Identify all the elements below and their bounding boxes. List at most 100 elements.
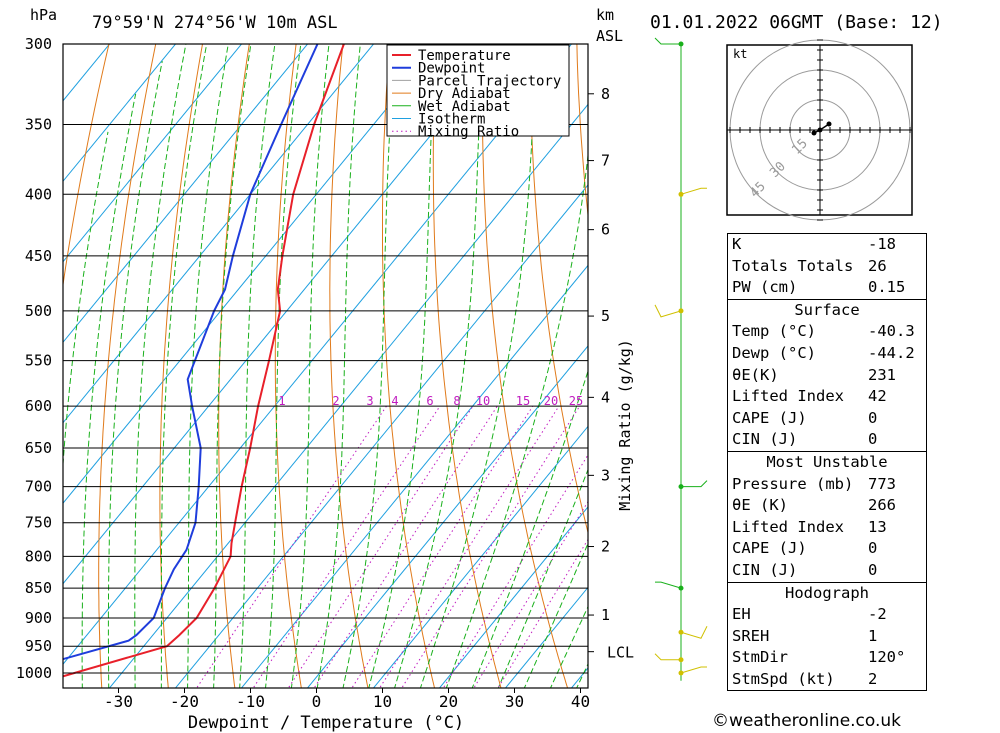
dry-adiabat-line — [218, 44, 250, 688]
isotherm-line — [438, 506, 588, 688]
isotherm-line — [63, 44, 441, 505]
isotherm-line — [174, 184, 588, 688]
pressure-tick-label: 900 — [25, 609, 52, 627]
surface-indices: Surface Temp (°C) -40.3 Dewp (°C) -44.2 θE(K… — [727, 298, 927, 451]
surface-index-label: CIN (J) — [732, 430, 798, 449]
most-unstable-index-row: CAPE (J) 0 — [728, 538, 926, 560]
most-unstable-index-row: Pressure (mb) 773 — [728, 474, 926, 496]
pressure-tick-label: 750 — [25, 514, 52, 532]
general-index-value: -18 — [868, 235, 896, 253]
dewpoint-line — [63, 44, 319, 661]
km-tick-label: 7 — [601, 152, 610, 170]
general-index-label: Totals Totals — [732, 256, 854, 275]
mixing-ratio-label: 20 — [544, 394, 558, 408]
most-unstable-index-row: θE (K) 266 — [728, 495, 926, 517]
dry-adiabat-line — [989, 8, 1000, 699]
legend-entry: Isotherm — [418, 112, 485, 128]
surface-index-row: Temp (°C) -40.3 — [728, 321, 926, 343]
temp-tick-label: 10 — [373, 692, 392, 711]
wet-adiabat-line — [134, 44, 187, 688]
most-unstable-index-value: 13 — [868, 517, 887, 536]
legend-entry: Parcel Trajectory — [418, 73, 561, 89]
hodograph-index-row: StmDir 120° — [728, 647, 926, 669]
temp-tick-label: -10 — [236, 692, 265, 711]
mixing-ratio-line — [401, 405, 581, 688]
mixing-ratio-line — [379, 405, 560, 688]
wet-adiabat-line — [368, 44, 437, 688]
surface-index-row: θE(K) 231 — [728, 365, 926, 387]
legend-entry: Mixing Ratio — [418, 124, 519, 140]
dry-adiabat-line — [943, 8, 1000, 699]
surface-index-label: Lifted Index — [732, 387, 844, 406]
general-index-row: Totals Totals 26 — [728, 256, 926, 278]
general-index-row: PW (cm) 0.15 — [728, 277, 926, 299]
mixing-ratio-label: 15 — [516, 394, 530, 408]
most-unstable-index-label: θE (K) — [732, 496, 788, 515]
wet-adiabat-line — [290, 44, 330, 688]
wet-adiabat-line — [213, 44, 252, 688]
hodograph-indices: Hodograph EH -2 SREH 1 StmDir 120° StmSpd (kt)… — [727, 581, 927, 692]
km-tick-label: 5 — [601, 307, 610, 325]
isotherm-line — [240, 264, 588, 688]
general-index-label: PW (cm) — [732, 278, 798, 297]
isotherm-line — [63, 44, 177, 183]
mixing-ratio-line — [313, 405, 498, 688]
km-tick-label: 6 — [601, 221, 610, 239]
most-unstable-index-row: Lifted Index 13 — [728, 517, 926, 539]
wind-barb — [654, 37, 681, 45]
dry-adiabat-line — [329, 44, 369, 688]
wind-barb — [680, 666, 707, 674]
surface-index-value: -40.3 — [868, 322, 915, 341]
hodograph-point — [811, 130, 817, 136]
dry-adiabat-line — [274, 44, 302, 688]
wet-adiabat-line — [160, 44, 208, 688]
pressure-tick-label: 400 — [25, 185, 52, 203]
temp-tick-label: 0 — [312, 692, 322, 711]
x-axis-label: Dewpoint / Temperature (°C) — [188, 713, 464, 733]
dry-adiabat-line — [576, 44, 588, 220]
hodograph-index-label: EH — [732, 605, 751, 624]
lcl-label: LCL — [607, 644, 634, 662]
pressure-tick-label: 300 — [25, 35, 52, 53]
temp-tick-label: -30 — [104, 692, 133, 711]
pressure-tick-label: 500 — [25, 302, 52, 320]
general-index-value: 0.15 — [868, 278, 906, 297]
wind-barb — [680, 626, 708, 639]
surface-index-label: Temp (°C) — [732, 322, 816, 341]
pressure-tick-label: 1000 — [16, 664, 52, 682]
indices-panel: K -18 Totals Totals 26 PW (cm) 0.15 Surface T… — [727, 233, 927, 692]
mixing-ratio-axis-label: Mixing Ratio (g/kg) — [616, 339, 634, 511]
surface-index-label: CAPE (J) — [732, 408, 807, 427]
hpa-unit-label: hPa — [30, 6, 57, 24]
hodograph-index-label: SREH — [732, 626, 770, 645]
temperature-line — [63, 44, 345, 678]
wet-adiabat-line — [107, 61, 163, 688]
wet-adiabat-line — [419, 44, 537, 688]
hodograph-unit-label: kt — [733, 47, 747, 61]
dry-adiabat-line — [382, 44, 436, 688]
mixing-ratio-label: 6 — [426, 394, 433, 408]
hodograph-point — [826, 121, 832, 127]
surface-index-label: Dewp (°C) — [732, 343, 816, 362]
most-unstable-index-label: Lifted Index — [732, 517, 844, 536]
hodograph-title: Hodograph — [785, 583, 869, 602]
pressure-tick-label: 800 — [25, 547, 52, 565]
wind-barb — [654, 653, 681, 661]
wet-adiabat-line — [265, 44, 302, 688]
wet-adiabat-line — [81, 93, 137, 688]
km-unit-label: km — [596, 6, 614, 24]
most-unstable-index-row: CIN (J) 0 — [728, 560, 926, 582]
mixing-ratio-line — [497, 538, 588, 688]
pressure-tick-label: 550 — [25, 352, 52, 370]
dry-adiabat-line — [432, 44, 502, 688]
plot-area — [63, 8, 1000, 699]
mixing-ratio-label: 4 — [391, 394, 398, 408]
hodograph-index-value: -2 — [868, 605, 887, 624]
most-unstable-index-label: CAPE (J) — [732, 539, 807, 558]
pressure-tick-label: 450 — [25, 247, 52, 265]
dry-adiabat-line — [63, 44, 110, 289]
km-tick-label: 2 — [601, 538, 610, 556]
location-title: 79°59'N 274°56'W 10m ASL — [92, 13, 338, 33]
isotherm-line — [63, 44, 309, 344]
